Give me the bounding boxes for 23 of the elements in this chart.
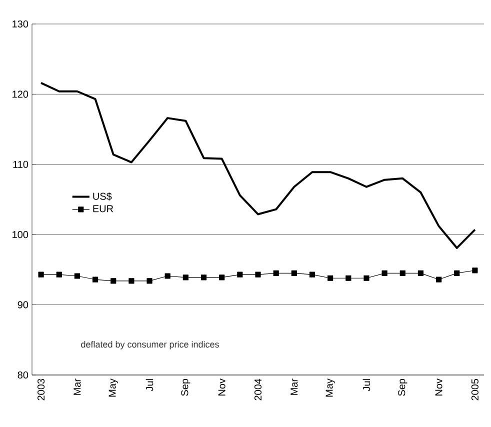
y-tick-label: 130 [12, 20, 28, 28]
x-tick-label: Jul [146, 379, 154, 392]
x-tick-label: Mar [290, 378, 298, 395]
y-tick-label: 100 [12, 231, 28, 238]
line-series [40, 82, 476, 249]
y-tick-label: 120 [12, 90, 28, 98]
x-tick-label: 2004 [254, 378, 262, 400]
y-tick-label: 90 [18, 301, 28, 308]
x-tick-label: 2003 [38, 378, 45, 400]
x-tick-label: Nov [218, 378, 226, 396]
y-tick-label: 80 [18, 371, 28, 379]
x-tick-label: May [108, 378, 118, 397]
x-tick-label: Mar [74, 378, 81, 395]
x-tick-label: May [326, 378, 335, 397]
x-tick-label: Nov [435, 378, 442, 396]
x-tick-label: Sep [398, 378, 408, 396]
y-tick-label: 110 [13, 160, 28, 168]
legend-label: US$ [93, 192, 112, 200]
x-tick-label: 2005 [471, 378, 478, 400]
legend-label: EUR [93, 205, 114, 212]
x-tick-label: Jul [362, 379, 370, 392]
x-tick-label: Sep [181, 378, 190, 396]
annotation: deflated by consumer price indices [81, 340, 219, 350]
